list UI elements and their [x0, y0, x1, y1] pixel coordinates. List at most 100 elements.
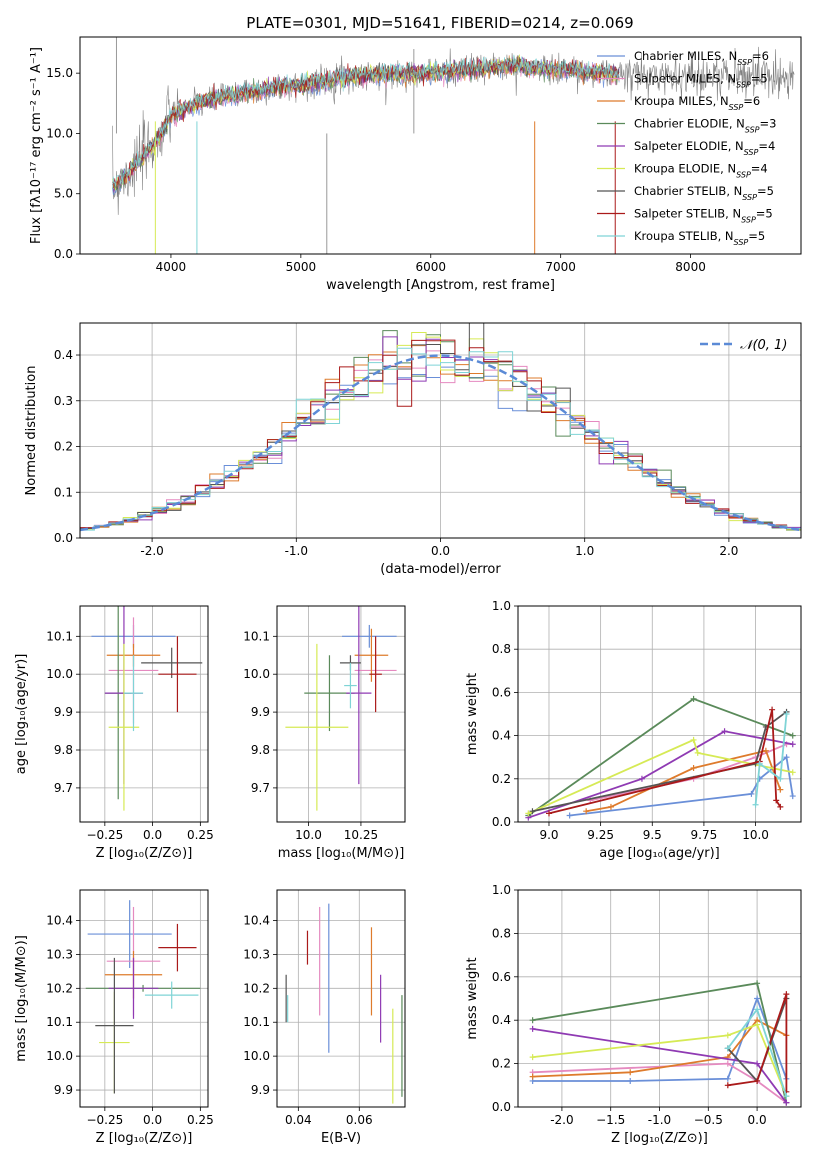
x-tick-label: −0.25 — [86, 1113, 123, 1127]
x-tick-label: -2.0 — [140, 544, 163, 558]
weight-line-kroupa-elodie — [527, 738, 793, 815]
weight-marker-kroupa-miles — [690, 765, 697, 771]
y-tick-label: 10.1 — [243, 1015, 270, 1029]
weight-marker-kroupa-miles — [762, 747, 769, 754]
y-tick-label: 0.6 — [492, 685, 511, 699]
y-tick-label: 0.2 — [54, 440, 73, 454]
x-tick-label: -2.0 — [550, 1113, 573, 1127]
weight-marker-kroupa-elodie — [694, 749, 701, 756]
model-line-salpeter-stelib — [112, 57, 620, 189]
y-tick-label: 10.0 — [46, 1049, 73, 1063]
y-axis-label: Flux [fλ10⁻¹⁷ erg cm⁻² s⁻¹ A⁻¹] — [29, 47, 44, 244]
y-tick-label: 9.8 — [54, 743, 73, 757]
mass-vs-ebv-frame — [276, 889, 406, 1108]
residuals-plot-area — [80, 323, 801, 538]
x-tick-label: 2.0 — [719, 544, 738, 558]
weight-marker-salpeter-stelib — [783, 991, 790, 998]
weight-marker-chabrier-elodie — [754, 980, 761, 987]
weight-vs-Z-plot-area — [529, 980, 790, 1106]
y-tick-label: 10.0 — [46, 126, 73, 140]
y-tick-label: 10.0 — [243, 667, 270, 681]
y-tick-label: 0.4 — [492, 1013, 511, 1027]
x-axis-label: Z [log₁₀(Z/Z⊙)] — [96, 846, 193, 861]
x-tick-label: −0.25 — [86, 828, 123, 842]
x-axis-label: mass [log₁₀(M/M⊙)] — [278, 846, 405, 861]
weight-line-chabrier-stelib — [532, 711, 788, 813]
x-tick-label: 8000 — [675, 260, 706, 274]
x-tick-label: 1.0 — [575, 544, 594, 558]
weight-marker-salpeter-elodie — [783, 1099, 790, 1106]
weight-vs-age-frame — [517, 605, 802, 823]
y-tick-label: 9.9 — [251, 1083, 270, 1097]
model-line-kroupa-stelib — [112, 54, 620, 191]
legend-entry-salpeter-stelib: Salpeter STELIB, NSSP=5 — [634, 207, 773, 225]
x-tick-label: 10.0 — [742, 828, 769, 842]
y-tick-label: 0.8 — [492, 926, 511, 940]
x-tick-label: 0.04 — [285, 1113, 312, 1127]
y-tick-label: 10.1 — [46, 1015, 73, 1029]
y-axis-label: mass weight — [465, 957, 480, 1039]
weight-marker-chabrier-miles — [566, 812, 573, 819]
weight-marker-chabrier-stelib — [529, 808, 536, 815]
weight-marker-salpeter-stelib — [545, 810, 552, 817]
weight-marker-kroupa-stelib — [783, 1093, 790, 1100]
x-tick-label: 9.5 — [643, 828, 662, 842]
y-tick-label: 9.8 — [251, 743, 270, 757]
legend-entry-chabrier-stelib: Chabrier STELIB, NSSP=5 — [634, 184, 774, 202]
x-tick-label: -1.0 — [285, 544, 308, 558]
weight-marker-salpeter-elodie — [721, 728, 728, 735]
histogram-salpeter-stelib — [80, 339, 801, 538]
y-tick-label: 10.2 — [46, 981, 73, 995]
y-tick-label: 10.0 — [243, 1049, 270, 1063]
legend-entry-kroupa-stelib: Kroupa STELIB, NSSP=5 — [634, 229, 765, 247]
mass-vs-Z-axes: −0.25 0.0 0.25 9.9 10.0 10.1 10.2 10.3 10.4 Z [lo… — [14, 889, 214, 1146]
weight-marker-chabrier-elodie — [529, 1017, 536, 1024]
legend-entry-gaussian: 𝒩(0, 1) — [740, 338, 787, 353]
weight-marker-kroupa-elodie — [525, 810, 532, 817]
y-tick-label: 10.0 — [46, 667, 73, 681]
weight-marker-chabrier-miles — [724, 1075, 731, 1082]
weight-marker-kroupa-miles — [777, 786, 784, 793]
y-tick-label: 10.4 — [243, 914, 270, 928]
weight-marker-salpeter-elodie — [638, 775, 645, 782]
legend-entry-chabrier-elodie: Chabrier ELODIE, NSSP=3 — [634, 117, 776, 135]
y-tick-label: 9.9 — [54, 1083, 73, 1097]
x-tick-label: 6000 — [415, 260, 446, 274]
weight-marker-kroupa-stelib — [724, 1045, 731, 1052]
weight-marker-salpeter-stelib — [724, 1082, 731, 1089]
x-tick-label: 0.25 — [187, 828, 214, 842]
age-vs-mass-plot-area — [285, 606, 397, 811]
weight-marker-kroupa-miles — [607, 803, 614, 810]
weight-marker-chabrier-miles — [748, 790, 755, 797]
y-tick-label: 0.8 — [492, 642, 511, 656]
y-tick-label: 9.7 — [54, 781, 73, 795]
age-vs-mass-axes: 10.0 10.25 9.7 9.8 9.9 10.0 10.1 mass [log₁₀(M/… — [243, 605, 406, 861]
x-tick-label: 0.25 — [187, 1113, 214, 1127]
weight-marker-kroupa-elodie — [690, 736, 697, 743]
y-tick-label: 9.9 — [54, 705, 73, 719]
weight-marker-salpeter-elodie — [529, 1025, 536, 1032]
mass-vs-Z-plot-area — [85, 900, 201, 1094]
weight-marker-salpeter-stelib — [754, 1077, 761, 1084]
x-tick-label: 0.0 — [143, 828, 162, 842]
weight-vs-Z-axes: -2.0 −1.5 -1.0 −0.5 0.0 0.0 0.2 0.4 0.6 0.8 1.0 Z [… — [465, 883, 802, 1146]
x-tick-label: 5000 — [286, 260, 317, 274]
legend-entry-chabrier-miles: Chabrier MILES, NSSP=6 — [634, 49, 769, 67]
legend-entry-kroupa-elodie: Kroupa ELODIE, NSSP=4 — [634, 162, 768, 180]
weight-marker-kroupa-miles — [583, 808, 590, 815]
y-axis-label: mass [log₁₀(M/M⊙)] — [14, 935, 29, 1062]
weight-marker-salpeter-elodie — [789, 741, 796, 748]
legend-entry-salpeter-elodie: Salpeter ELODIE, NSSP=4 — [634, 139, 775, 157]
weight-marker-chabrier-elodie — [690, 695, 697, 702]
gaussian-curve — [80, 354, 801, 532]
weight-line-salpeter-stelib — [727, 993, 788, 1092]
y-tick-label: 5.0 — [54, 187, 73, 201]
weight-marker-salpeter-stelib — [773, 797, 780, 804]
figure-title: PLATE=0301, MJD=51641, FIBERID=0214, z=0… — [246, 14, 633, 32]
weight-vs-age-axes: 9.0 9.25 9.5 9.75 10.0 0.0 0.2 0.4 0.6 0.8 1.0 age … — [465, 599, 802, 861]
age-vs-Z-axes: −0.25 0.0 0.25 9.7 9.8 9.9 10.0 10.1 Z [log₁₀(Z/… — [14, 605, 214, 861]
x-tick-label: 7000 — [545, 260, 576, 274]
y-tick-label: 10.1 — [243, 629, 270, 643]
weight-line-kroupa-stelib — [754, 713, 788, 805]
